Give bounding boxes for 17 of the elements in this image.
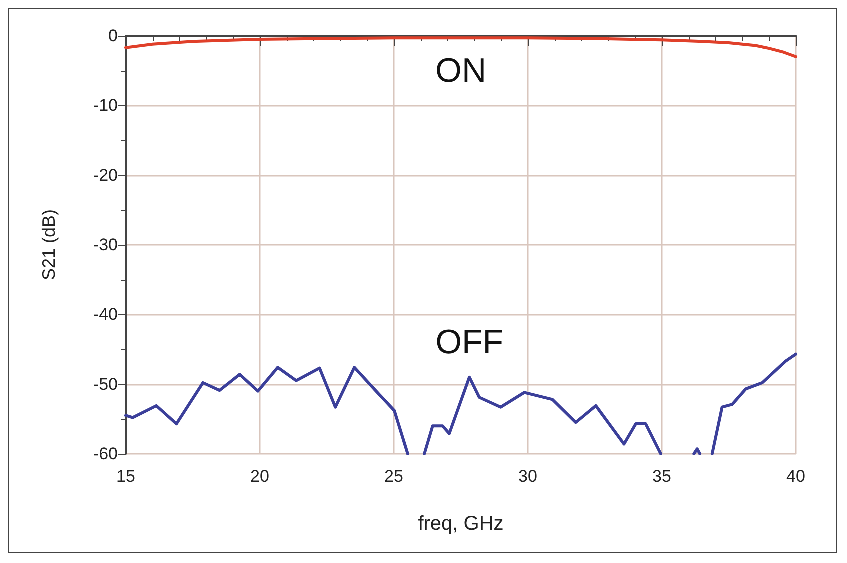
y-tick-label: -40 — [93, 305, 118, 324]
y-tick-label: -10 — [93, 96, 118, 116]
y-tick-label: -50 — [93, 374, 118, 394]
y-axis-title: S21 (dB) — [39, 209, 59, 281]
x-tick-label: 40 — [786, 467, 806, 486]
x-tick-label: 30 — [518, 467, 538, 486]
y-tick-label: -20 — [93, 166, 118, 185]
x-tick-label: 25 — [384, 467, 404, 486]
y-tick-label: -60 — [93, 444, 118, 464]
x-tick-label: 20 — [250, 467, 270, 486]
x-axis-title: freq, GHz — [418, 513, 504, 535]
y-tick-label: -30 — [93, 236, 118, 254]
series-label: ON — [436, 52, 486, 90]
x-tick-label: 15 — [116, 467, 136, 486]
series-label: OFF — [436, 323, 504, 362]
x-tick-label: 35 — [652, 467, 672, 486]
y-tick-label: 0 — [108, 26, 118, 46]
